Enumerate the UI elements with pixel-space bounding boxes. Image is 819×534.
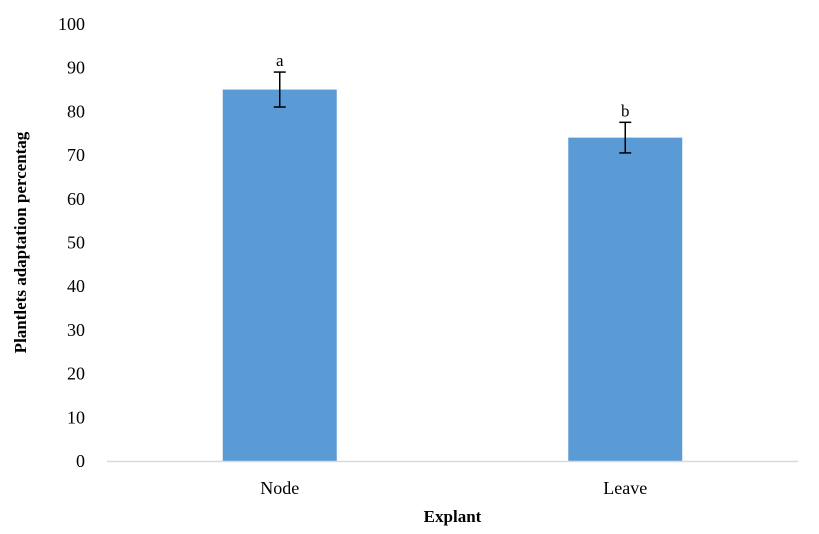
x-axis-title: Explant — [424, 507, 482, 526]
bar — [222, 89, 337, 462]
x-tick-label: Node — [260, 478, 299, 498]
significance-label: a — [276, 51, 284, 70]
x-axis-ticks: Node Leave — [260, 478, 647, 498]
y-axis-ticks: 0 10 20 30 40 50 60 70 80 90 100 — [58, 14, 85, 471]
y-tick-label: 80 — [67, 101, 85, 121]
y-tick-label: 50 — [67, 233, 85, 253]
y-tick-label: 60 — [67, 189, 85, 209]
y-tick-label: 40 — [67, 276, 85, 296]
y-tick-label: 20 — [67, 364, 85, 384]
y-tick-label: 30 — [67, 320, 85, 340]
bar — [568, 137, 683, 461]
y-tick-label: 70 — [67, 145, 85, 165]
y-axis-title: Plantlets adaptation percentag — [11, 131, 30, 353]
y-tick-label: 0 — [76, 451, 85, 471]
x-tick-label: Leave — [603, 478, 647, 498]
y-tick-label: 100 — [58, 14, 85, 34]
y-tick-label: 90 — [67, 58, 85, 78]
significance-label: b — [621, 101, 630, 120]
y-tick-label: 10 — [67, 407, 85, 427]
bars: ab — [222, 51, 683, 462]
